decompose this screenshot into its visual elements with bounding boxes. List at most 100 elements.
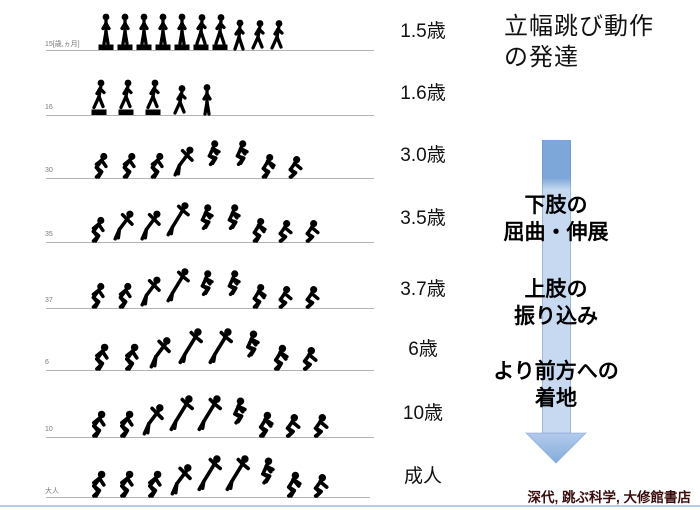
jump-figure-silhouette <box>136 13 152 50</box>
silhouette-strip <box>92 455 329 498</box>
ground-line <box>46 115 374 116</box>
jump-figure-silhouette <box>166 268 190 303</box>
jump-figure-silhouette <box>261 457 275 485</box>
age-label: 10歳 <box>402 403 444 424</box>
row-side-label: 15[歳,ヵ月] <box>45 41 80 48</box>
jump-figure-silhouette <box>142 404 164 436</box>
row-side-label: 37 <box>45 297 53 304</box>
arrow-label-landing: より前方への 着地 <box>446 358 666 412</box>
jump-figure-silhouette <box>261 153 276 179</box>
row-side-label: 大人 <box>45 488 59 495</box>
jump-figure-silhouette <box>305 220 320 243</box>
jump-figure-silhouette <box>302 347 318 371</box>
jump-figure-silhouette <box>212 14 228 50</box>
jump-figure-silhouette <box>140 276 161 307</box>
jump-figure-silhouette <box>92 470 106 498</box>
jump-figure-silhouette <box>258 411 274 438</box>
arrow-label-line: 上肢の <box>524 278 588 301</box>
arrow-label-line: 振り込み <box>514 305 598 328</box>
jump-figure-silhouette <box>91 79 107 115</box>
jump-figure-silhouette <box>197 395 223 432</box>
ground-line <box>46 437 374 438</box>
jump-figure-silhouette <box>91 282 105 309</box>
silhouette-strip <box>92 395 329 438</box>
arrow-label-line: 屈曲・伸展 <box>503 221 609 244</box>
jump-figure-silhouette <box>288 156 303 179</box>
jump-figure-silhouette <box>91 216 105 243</box>
jump-figure-silhouette <box>150 152 164 179</box>
row-side-label: 30 <box>45 167 53 174</box>
jump-figure-silhouette <box>252 283 267 309</box>
silhouette-strip <box>91 268 320 309</box>
age-label: 1.5歳 <box>400 21 446 42</box>
age-label: 3.0歳 <box>400 145 446 166</box>
jump-figure-silhouette <box>113 210 134 241</box>
arrow-label-upper-limb: 上肢の 振り込み <box>446 276 666 330</box>
ground-line <box>46 178 374 179</box>
age-label: 3.7歳 <box>400 279 446 300</box>
age-label: 6歳 <box>408 339 438 360</box>
jump-figure-silhouette <box>169 395 195 432</box>
jump-figure-silhouette <box>140 210 161 241</box>
jump-figure-silhouette <box>305 286 320 309</box>
silhouette-strip <box>98 13 284 51</box>
age-label: 1.6歳 <box>400 83 446 104</box>
jump-figure-silhouette <box>174 13 190 50</box>
jump-figure-silhouette <box>125 343 139 371</box>
jump-figure-silhouette <box>166 202 190 237</box>
jump-figure-silhouette <box>149 337 171 369</box>
ground-line <box>46 308 374 309</box>
jump-figure-silhouette <box>225 455 251 492</box>
age-label: 3.5歳 <box>400 208 446 229</box>
citation: 深代, 跳ぶ科学, 大修館書店 <box>527 490 691 505</box>
arrow-label-lower-limb: 下肢の 屈曲・伸展 <box>446 192 666 246</box>
jump-figure-silhouette <box>278 286 293 309</box>
jump-figure-silhouette <box>117 13 133 50</box>
ground-line <box>46 497 370 498</box>
jump-figure-silhouette <box>120 410 134 438</box>
ground-line <box>46 242 374 243</box>
age-label: 成人 <box>403 466 442 487</box>
jump-figure-silhouette <box>235 140 249 167</box>
jump-figure-silhouette <box>286 471 302 498</box>
jump-figure-silhouette <box>285 414 301 438</box>
jump-figure-silhouette <box>207 140 221 167</box>
row-side-label: 10 <box>45 426 53 433</box>
jump-figure-silhouette <box>313 474 329 498</box>
bottom-edge-line <box>0 505 700 507</box>
row-side-label: 6 <box>45 359 49 366</box>
jump-figure-silhouette <box>246 330 260 358</box>
jump-figure-silhouette <box>173 85 187 115</box>
jump-figure-silhouette <box>227 204 241 231</box>
jump-figure-silhouette <box>208 328 234 365</box>
jump-figure-silhouette <box>270 20 284 50</box>
jump-figure-silhouette <box>252 217 267 243</box>
ground-line <box>46 50 374 51</box>
jump-figure-silhouette <box>233 19 245 51</box>
arrow-label-line: 下肢の <box>524 194 588 217</box>
jump-figure-silhouette <box>173 146 194 177</box>
row-side-label: 35 <box>45 231 53 238</box>
silhouette-strip <box>95 328 318 371</box>
jump-figure-silhouette <box>155 13 171 50</box>
jump-figure-silhouette <box>98 13 114 50</box>
jump-figure-silhouette <box>118 282 132 309</box>
jump-figure-silhouette <box>122 152 136 179</box>
jump-figure-silhouette <box>148 470 162 498</box>
jump-figure-silhouette <box>120 470 134 498</box>
jump-figure-silhouette <box>170 464 192 496</box>
arrow-label-line: より前方への <box>493 360 619 383</box>
jump-figure-silhouette <box>118 79 134 115</box>
page-title: 立幅跳び動作の発達 <box>504 13 654 71</box>
silhouette-strip <box>94 140 303 179</box>
jump-figure-silhouette <box>251 20 265 50</box>
jump-figure-silhouette <box>227 270 241 297</box>
jump-figure-silhouette <box>233 397 247 425</box>
silhouette-strip <box>91 202 320 243</box>
down-arrow-head-icon <box>524 432 588 464</box>
jump-figure-silhouette <box>278 220 293 243</box>
jump-figure-silhouette <box>200 204 214 231</box>
row-side-label: 16 <box>45 104 53 111</box>
silhouette-strip <box>91 79 212 116</box>
